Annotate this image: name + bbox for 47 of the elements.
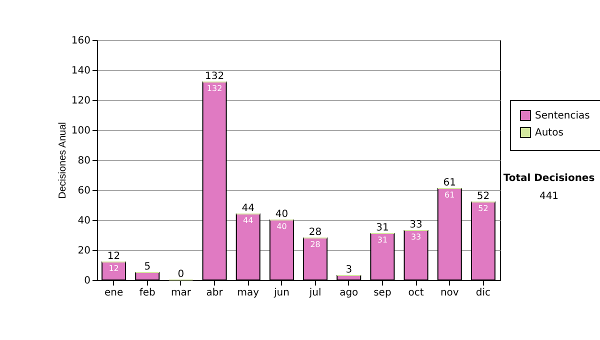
data-label: 52 <box>478 204 488 213</box>
y-tick-label: 60 <box>78 186 90 196</box>
y-tick-label: 100 <box>71 126 90 136</box>
x-tick-label: ene <box>104 288 124 298</box>
total-label: 33 <box>410 220 422 230</box>
total-label: 132 <box>204 71 224 82</box>
x-tick-label: oct <box>408 288 424 298</box>
total-label: 31 <box>376 222 389 234</box>
x-tick-label: feb <box>139 288 156 298</box>
data-label: 28 <box>310 240 320 249</box>
total-label: 40 <box>275 209 288 220</box>
data-label: 12 <box>108 264 119 273</box>
x-tick-label: ago <box>340 288 358 298</box>
x-tick-label: mar <box>170 288 192 298</box>
total-label: 3 <box>346 264 352 276</box>
y-tick-label: 80 <box>78 156 90 166</box>
data-label: 61 <box>444 190 455 200</box>
x-tick-label: dic <box>476 288 491 298</box>
x-tick-label: abr <box>206 288 224 298</box>
total-label: 5 <box>144 262 151 272</box>
x-tick-label: may <box>237 288 260 298</box>
total-label: 61 <box>443 178 456 188</box>
data-label: 33 <box>410 232 422 242</box>
x-tick-label: jun <box>272 288 290 298</box>
total-label: 28 <box>308 227 322 238</box>
y-tick-label: 40 <box>78 216 90 226</box>
text: Total Decisiones <box>503 173 595 184</box>
y-tick-label: 0 <box>84 276 90 286</box>
x-tick-label: sep <box>374 288 392 298</box>
legend-label: Sentencias <box>535 110 590 122</box>
y-tick-label: 20 <box>78 246 90 256</box>
total-label: 12 <box>107 251 120 262</box>
total-label: 44 <box>242 203 254 214</box>
y-tick-label: 160 <box>71 36 90 46</box>
y-tick-label: 140 <box>71 66 90 76</box>
data-label: 31 <box>377 236 388 244</box>
data-label: 40 <box>276 222 287 231</box>
y-axis-title: Decisiones Anual <box>57 122 68 199</box>
text: 441 <box>539 191 559 202</box>
x-tick-label: jul <box>308 288 322 298</box>
total-label: 52 <box>476 191 490 202</box>
legend-label: Autos <box>535 128 564 138</box>
y-tick-label: 120 <box>71 96 90 106</box>
total-label: 0 <box>178 269 184 280</box>
data-label: 132 <box>206 84 222 93</box>
x-tick-label: nov <box>440 288 459 298</box>
data-label: 44 <box>243 216 254 225</box>
